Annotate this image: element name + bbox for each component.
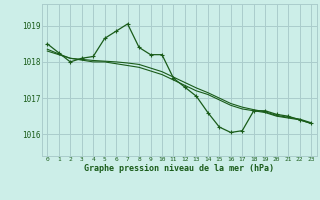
- X-axis label: Graphe pression niveau de la mer (hPa): Graphe pression niveau de la mer (hPa): [84, 164, 274, 173]
